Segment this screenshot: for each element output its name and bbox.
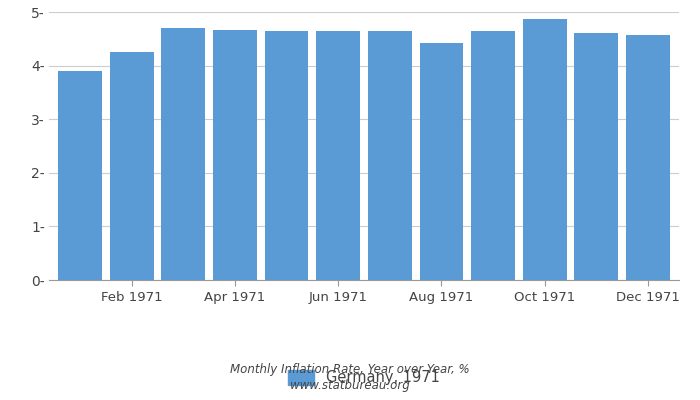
- Bar: [58, 71, 102, 280]
- Bar: [575, 34, 618, 280]
- Bar: [161, 28, 205, 280]
- Bar: [471, 31, 515, 280]
- Bar: [213, 30, 257, 280]
- Text: www.statbureau.org: www.statbureau.org: [290, 380, 410, 392]
- Bar: [419, 42, 463, 280]
- Bar: [523, 19, 567, 280]
- Legend: Germany, 1971: Germany, 1971: [288, 370, 440, 385]
- Bar: [368, 31, 412, 280]
- Bar: [626, 34, 670, 280]
- Bar: [316, 31, 360, 280]
- Bar: [110, 52, 153, 280]
- Bar: [265, 31, 309, 280]
- Text: Monthly Inflation Rate, Year over Year, %: Monthly Inflation Rate, Year over Year, …: [230, 364, 470, 376]
